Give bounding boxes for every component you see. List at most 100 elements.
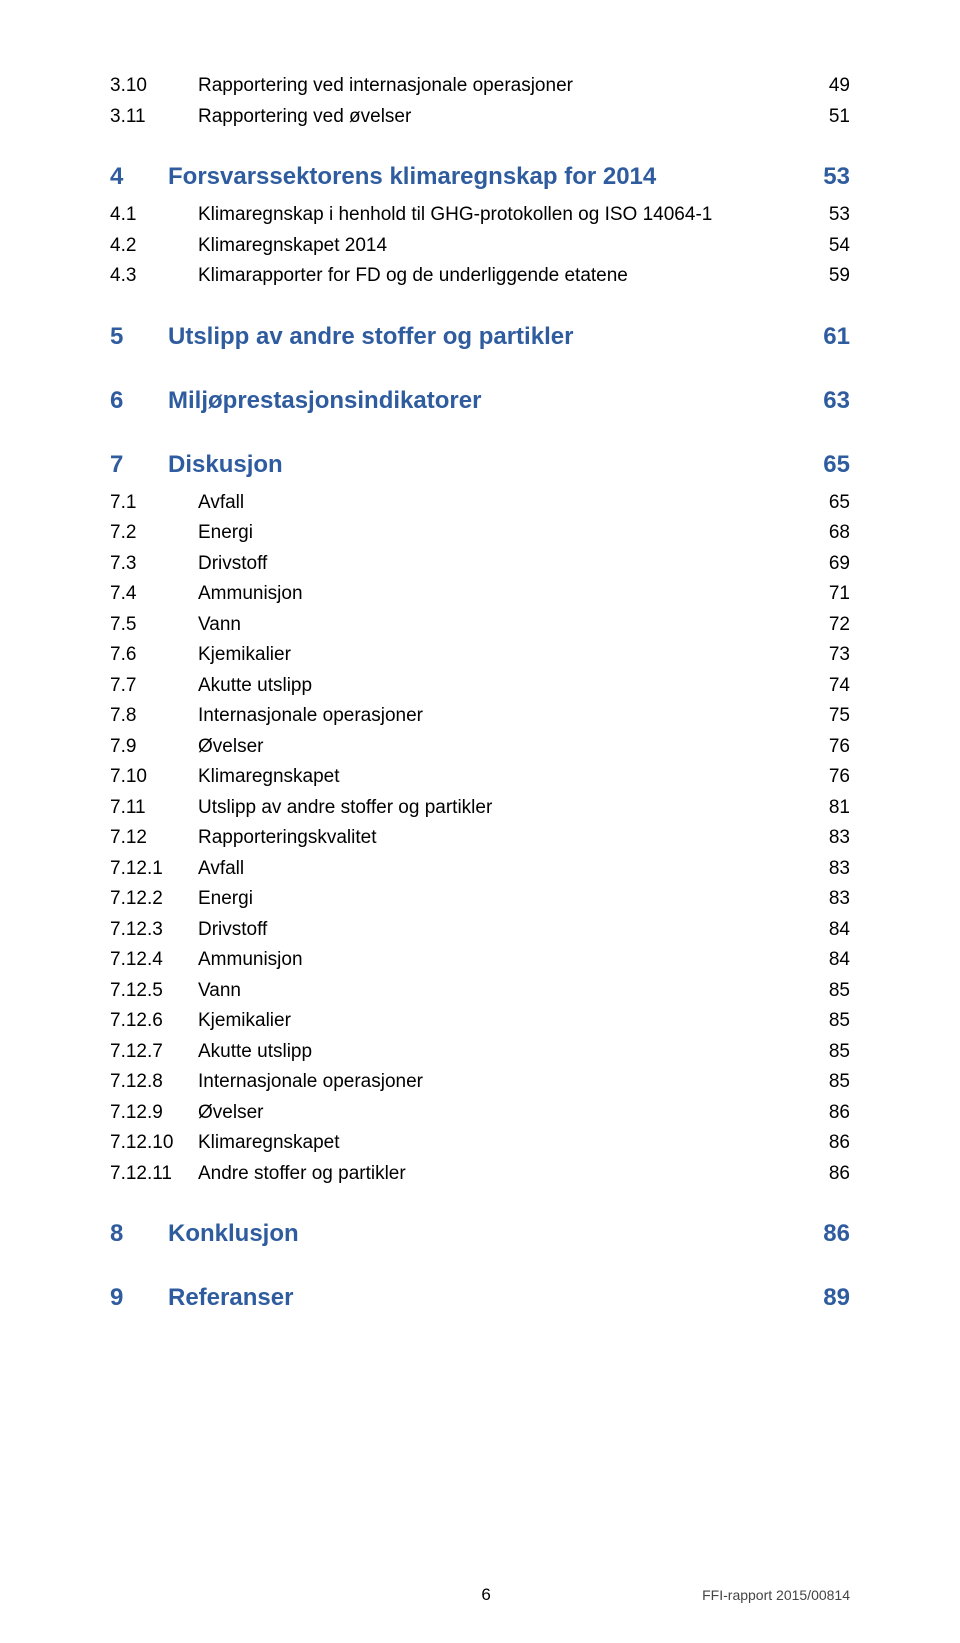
toc-row: 7.12.3Drivstoff84 bbox=[110, 916, 850, 945]
toc-section-title: Forsvarssektorens klimaregnskap for 2014 bbox=[168, 159, 656, 195]
toc-row: 7.12.1Avfall83 bbox=[110, 855, 850, 884]
toc-section-title: Utslipp av andre stoffer og partikler bbox=[198, 794, 492, 823]
toc-label: 7.12Rapporteringskvalitet bbox=[110, 824, 376, 853]
toc-section-number: 4.3 bbox=[110, 262, 198, 291]
toc-page-number: 49 bbox=[829, 72, 850, 101]
toc-label: 4.1Klimaregnskap i henhold til GHG-proto… bbox=[110, 201, 712, 230]
toc-page-number: 86 bbox=[829, 1099, 850, 1128]
toc-page-number: 59 bbox=[829, 262, 850, 291]
toc-section-title: Energi bbox=[198, 885, 253, 914]
toc-row: 7.12.10Klimaregnskapet86 bbox=[110, 1129, 850, 1158]
toc-label: 7.2Energi bbox=[110, 519, 253, 548]
toc-section-number: 7.12.10 bbox=[110, 1129, 198, 1158]
toc-label: 7.12.4Ammunisjon bbox=[110, 946, 303, 975]
toc-label: 7.12.7Akutte utslipp bbox=[110, 1038, 312, 1067]
toc-row: 8Konklusjon 86 bbox=[110, 1216, 850, 1252]
toc-row: 7.11Utslipp av andre stoffer og partikle… bbox=[110, 794, 850, 823]
toc-section-number: 7.5 bbox=[110, 611, 198, 640]
toc-label: 7.12.10Klimaregnskapet bbox=[110, 1129, 340, 1158]
toc-label: 7.12.8Internasjonale operasjoner bbox=[110, 1068, 423, 1097]
toc-label: 7.7Akutte utslipp bbox=[110, 672, 312, 701]
toc-label: 7.6Kjemikalier bbox=[110, 641, 291, 670]
toc-section-title: Internasjonale operasjoner bbox=[198, 702, 423, 731]
toc-section-number: 7.12.8 bbox=[110, 1068, 198, 1097]
toc-section-title: Referanser bbox=[168, 1280, 293, 1316]
toc-section-title: Diskusjon bbox=[168, 447, 283, 483]
toc-label: 7.8Internasjonale operasjoner bbox=[110, 702, 423, 731]
toc-label: 7.10Klimaregnskapet bbox=[110, 763, 340, 792]
toc-section-title: Drivstoff bbox=[198, 916, 267, 945]
toc-page-number: 83 bbox=[829, 855, 850, 884]
toc-label: 3.10Rapportering ved internasjonale oper… bbox=[110, 72, 573, 101]
toc-row: 7.10Klimaregnskapet76 bbox=[110, 763, 850, 792]
toc-section-title: Klimaregnskap i henhold til GHG-protokol… bbox=[198, 201, 712, 230]
toc-page-number: 53 bbox=[823, 159, 850, 195]
toc-section-number: 4.2 bbox=[110, 232, 198, 261]
toc-section-number: 7.3 bbox=[110, 550, 198, 579]
toc-row: 4.1Klimaregnskap i henhold til GHG-proto… bbox=[110, 201, 850, 230]
toc-page-number: 89 bbox=[823, 1280, 850, 1316]
toc-row: 7.3Drivstoff 69 bbox=[110, 550, 850, 579]
toc-row: 4Forsvarssektorens klimaregnskap for 201… bbox=[110, 159, 850, 195]
toc-row: 7.4Ammunisjon71 bbox=[110, 580, 850, 609]
toc-page-number: 86 bbox=[829, 1160, 850, 1189]
toc-page-number: 86 bbox=[823, 1216, 850, 1252]
toc-section-title: Klimarapporter for FD og de underliggend… bbox=[198, 262, 628, 291]
toc-label: 8Konklusjon bbox=[110, 1216, 299, 1252]
toc-label: 4.2Klimaregnskapet 2014 bbox=[110, 232, 387, 261]
toc-label: 7Diskusjon bbox=[110, 447, 283, 483]
toc-page-number: 83 bbox=[829, 885, 850, 914]
toc-section-number: 3.10 bbox=[110, 72, 198, 101]
toc-page-number: 68 bbox=[829, 519, 850, 548]
toc-section-title: Drivstoff bbox=[198, 550, 267, 579]
toc-section-title: Klimaregnskapet bbox=[198, 763, 340, 792]
toc-section-number: 3.11 bbox=[110, 103, 198, 132]
toc-section-number: 7.2 bbox=[110, 519, 198, 548]
toc-section-title: Vann bbox=[198, 611, 241, 640]
toc-row: 7.2Energi 68 bbox=[110, 519, 850, 548]
toc-section-title: Kjemikalier bbox=[198, 641, 291, 670]
toc-row: 7.12.11Andre stoffer og partikler 86 bbox=[110, 1160, 850, 1189]
toc-section-title: Miljøprestasjonsindikatorer bbox=[168, 383, 481, 419]
toc-row: 4.3Klimarapporter for FD og de underligg… bbox=[110, 262, 850, 291]
toc-section-number: 4 bbox=[110, 159, 168, 195]
toc-page-number: 69 bbox=[829, 550, 850, 579]
toc-page-number: 61 bbox=[823, 319, 850, 355]
toc-label: 7.12.9Øvelser bbox=[110, 1099, 263, 1128]
toc-section-title: Akutte utslipp bbox=[198, 672, 312, 701]
toc-page-number: 75 bbox=[829, 702, 850, 731]
toc-section-number: 7.10 bbox=[110, 763, 198, 792]
toc-section-number: 4.1 bbox=[110, 201, 198, 230]
toc-row: 7.12Rapporteringskvalitet83 bbox=[110, 824, 850, 853]
toc-row: 7.7Akutte utslipp 74 bbox=[110, 672, 850, 701]
toc-page-number: 71 bbox=[829, 580, 850, 609]
toc-page-number: 73 bbox=[829, 641, 850, 670]
toc-section-number: 7.12.9 bbox=[110, 1099, 198, 1128]
toc-label: 7.12.11Andre stoffer og partikler bbox=[110, 1160, 406, 1189]
toc-row: 7.9Øvelser76 bbox=[110, 733, 850, 762]
toc-section-title: Klimaregnskapet 2014 bbox=[198, 232, 387, 261]
toc-section-title: Andre stoffer og partikler bbox=[198, 1160, 406, 1189]
toc-label: 7.12.3Drivstoff bbox=[110, 916, 267, 945]
toc-label: 7.9Øvelser bbox=[110, 733, 263, 762]
page-footer: 6 FFI-rapport 2015/00814 bbox=[110, 1585, 850, 1605]
toc-row: 3.11Rapportering ved øvelser51 bbox=[110, 103, 850, 132]
toc-page-number: 74 bbox=[829, 672, 850, 701]
toc-label: 5Utslipp av andre stoffer og partikler bbox=[110, 319, 573, 355]
toc-page-number: 72 bbox=[829, 611, 850, 640]
toc-section-number: 7.12.5 bbox=[110, 977, 198, 1006]
toc-row: 7.5Vann 72 bbox=[110, 611, 850, 640]
toc-row: 6Miljøprestasjonsindikatorer63 bbox=[110, 383, 850, 419]
toc-section-title: Øvelser bbox=[198, 1099, 263, 1128]
toc-row: 4.2Klimaregnskapet 2014 54 bbox=[110, 232, 850, 261]
toc-section-title: Akutte utslipp bbox=[198, 1038, 312, 1067]
toc-row: 7.12.4Ammunisjon84 bbox=[110, 946, 850, 975]
toc-label: 4.3Klimarapporter for FD og de underligg… bbox=[110, 262, 628, 291]
toc-page-number: 65 bbox=[823, 447, 850, 483]
toc-row: 5Utslipp av andre stoffer og partikler 61 bbox=[110, 319, 850, 355]
toc-section-number: 7.12.2 bbox=[110, 885, 198, 914]
toc-row: 7.1Avfall65 bbox=[110, 489, 850, 518]
toc-section-title: Energi bbox=[198, 519, 253, 548]
toc-row: 7.12.5Vann85 bbox=[110, 977, 850, 1006]
toc-page-number: 54 bbox=[829, 232, 850, 261]
